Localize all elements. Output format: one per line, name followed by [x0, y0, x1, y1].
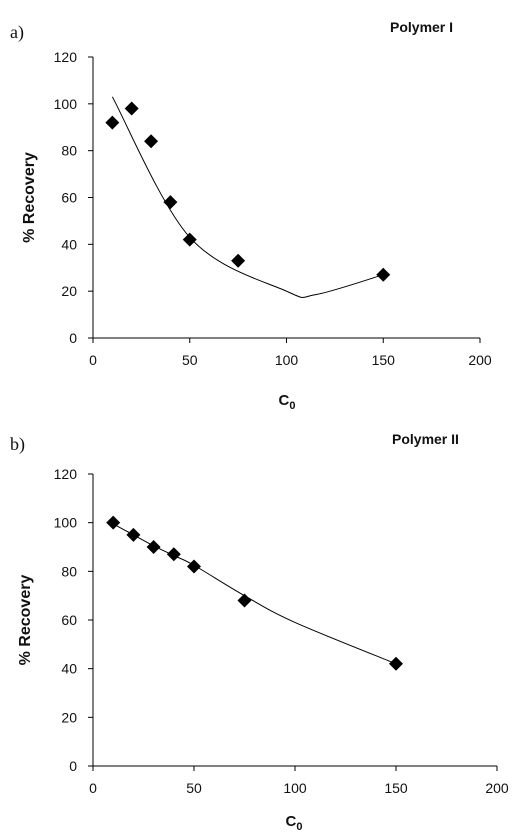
panel-1-x-tick-label: 100 [275, 352, 299, 368]
panel-2-x-tick-label: 100 [283, 780, 307, 796]
panel-1-y-tick-label: 80 [61, 143, 77, 159]
panel-1-data-point [105, 115, 120, 130]
panel-2-y-axis-label: % Recovery [17, 575, 34, 666]
panel-1-trendline [111, 96, 384, 299]
panel-2-data-point [237, 593, 252, 608]
panel-1-label: a) [10, 22, 24, 43]
panel-1-x-axis-label: C0 [279, 392, 296, 412]
panel-2-data-point [187, 559, 201, 574]
panel-1-data-point [376, 267, 391, 282]
panel-2-y-tick-label: 80 [61, 563, 77, 579]
panel-2-title: Polymer II [392, 431, 459, 447]
panel-1-data-point [124, 101, 139, 116]
panel-2-x-axis-label: C0 [286, 813, 303, 833]
panel-2-x-axis-label-main: C [286, 813, 297, 830]
panel-1-y-tick-label: 60 [61, 190, 77, 206]
panel-2-y-tick-label: 100 [54, 515, 78, 531]
panel-2-data-point [389, 656, 403, 671]
panel-1-data-point [144, 134, 159, 149]
panel-2-data-point [126, 527, 141, 542]
panel-1-data-point [231, 253, 246, 268]
panel-2-x-axis-label-subscript: 0 [296, 821, 302, 833]
panel-1-y-tick-label: 100 [54, 96, 78, 112]
panel-1-x-tick-label: 150 [372, 352, 396, 368]
panel-1-data-point [182, 232, 197, 247]
panel-2-x-tick-label: 0 [89, 780, 97, 796]
panel-2-x-tick-label: 50 [186, 780, 202, 796]
panel-2-y-tick-label: 40 [61, 661, 77, 677]
panel-1-x-tick-label: 0 [89, 352, 97, 368]
panel-2-data-point [106, 515, 121, 530]
panel-2-y-tick-label: 20 [61, 709, 77, 725]
panel-1-y-tick-label: 120 [54, 49, 78, 65]
panel-1-title: Polymer I [390, 19, 453, 35]
panel-2-data-point [166, 547, 181, 562]
panel-1-y-tick-label: 0 [69, 330, 77, 346]
panel-1-x-tick-label: 200 [468, 352, 492, 368]
panel-1-y-tick-label: 20 [61, 283, 77, 299]
panel-2-x-tick-label: 150 [384, 780, 408, 796]
panel-1-x-axis-label-main: C [279, 392, 290, 409]
panel-1-x-axis-label-subscript: 0 [289, 400, 295, 412]
panel-2-x-tick-label: 200 [485, 780, 509, 796]
panel-2-y-tick-label: 0 [69, 758, 77, 774]
panel-2-label: b) [10, 434, 25, 455]
panel-2-y-tick-label: 120 [54, 466, 78, 482]
panel-2-data-point [146, 540, 161, 554]
panel-1-y-tick-label: 40 [61, 236, 77, 252]
panel-1-data-point [163, 195, 178, 210]
panel-2-y-tick-label: 60 [61, 612, 77, 628]
panel-1-x-tick-label: 50 [182, 352, 198, 368]
panel-1-y-axis-label: % Recovery [21, 152, 38, 243]
